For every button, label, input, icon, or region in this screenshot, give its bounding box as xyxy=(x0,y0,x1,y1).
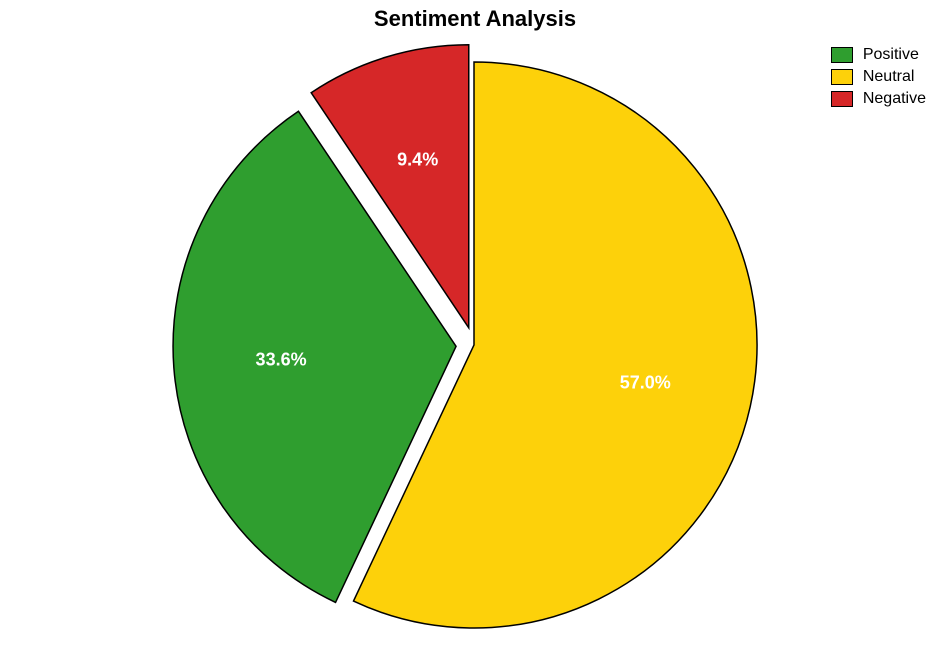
legend-swatch-positive xyxy=(831,47,853,63)
legend-swatch-negative xyxy=(831,91,853,107)
legend-swatch-neutral xyxy=(831,69,853,85)
slice-label-negative: 9.4% xyxy=(397,149,438,170)
slice-label-neutral: 57.0% xyxy=(620,373,671,394)
pie-chart-svg xyxy=(0,0,950,662)
legend: Positive Neutral Negative xyxy=(831,46,926,112)
slice-label-positive: 33.6% xyxy=(256,349,307,370)
legend-label-neutral: Neutral xyxy=(863,68,915,86)
chart-container: Sentiment Analysis 57.0%33.6%9.4% Positi… xyxy=(0,0,950,662)
legend-item-negative: Negative xyxy=(831,90,926,108)
legend-label-negative: Negative xyxy=(863,90,926,108)
legend-item-neutral: Neutral xyxy=(831,68,926,86)
legend-label-positive: Positive xyxy=(863,46,919,64)
legend-item-positive: Positive xyxy=(831,46,926,64)
